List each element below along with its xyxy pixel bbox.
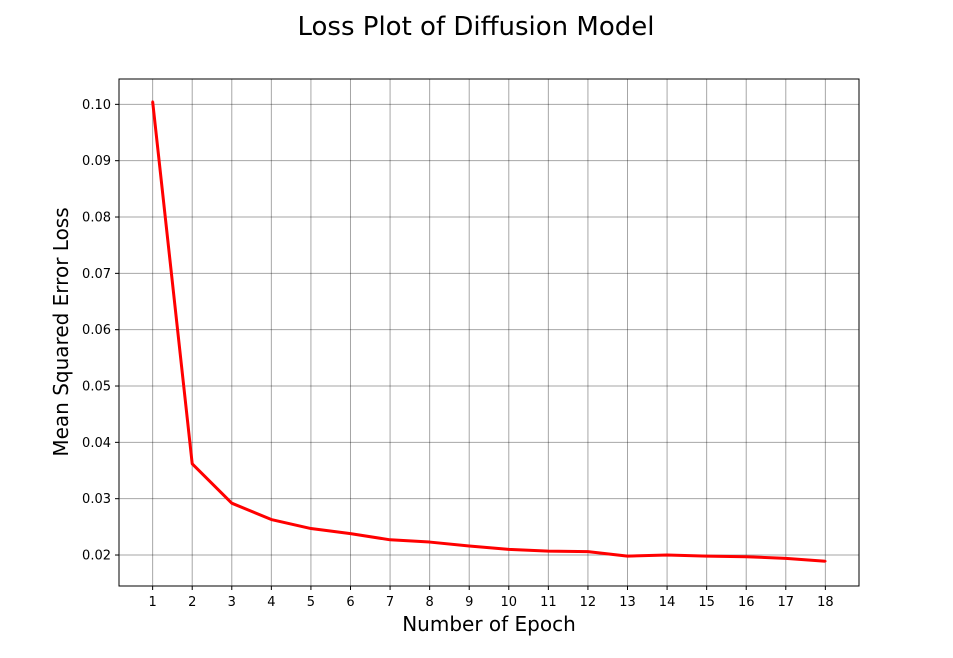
y-tick-label: 0.02 <box>82 549 111 564</box>
x-tick-label: 12 <box>580 595 597 610</box>
y-axis-ticks: 0.02 0.03 0.04 0.05 0.06 0.07 0.08 0.09 0.10 <box>82 98 119 564</box>
x-tick-label: 15 <box>698 595 715 610</box>
x-tick-label: 1 <box>148 595 156 610</box>
grid-lines <box>119 79 859 586</box>
series-layer <box>151 100 827 563</box>
x-tick-label: 7 <box>386 595 394 610</box>
x-axis-label: Number of Epoch <box>402 612 576 636</box>
x-tick-label: 13 <box>619 595 636 610</box>
loss-series-line <box>151 101 826 563</box>
loss-data-point <box>428 540 431 544</box>
x-tick-label: 11 <box>540 595 557 610</box>
loss-data-point <box>705 554 708 558</box>
x-tick-label: 14 <box>659 595 676 610</box>
loss-data-point <box>507 548 510 551</box>
y-tick-label: 0.03 <box>82 492 111 507</box>
loss-data-point <box>547 549 550 553</box>
x-tick-label: 18 <box>817 595 834 610</box>
y-axis-label: Mean Squared Error Loss <box>49 207 73 456</box>
x-tick-label: 10 <box>501 595 518 610</box>
loss-data-point <box>270 518 273 521</box>
loss-data-point <box>151 100 154 103</box>
loss-data-point <box>230 501 233 505</box>
y-tick-label: 0.07 <box>82 267 111 282</box>
x-axis-ticks: 1 2 3 4 5 6 7 8 9 10 11 12 13 14 15 16 17 18 <box>148 586 834 610</box>
loss-data-point <box>824 560 827 563</box>
x-tick-label: 6 <box>346 595 354 610</box>
loss-data-point <box>191 462 194 465</box>
y-tick-label: 0.04 <box>82 436 111 451</box>
loss-data-point <box>745 555 748 558</box>
x-tick-label: 2 <box>188 595 196 610</box>
y-tick-label: 0.09 <box>82 154 111 169</box>
x-tick-label: 9 <box>465 595 473 610</box>
y-tick-label: 0.06 <box>82 323 111 338</box>
x-tick-label: 17 <box>778 595 795 610</box>
y-tick-label: 0.10 <box>82 98 111 113</box>
x-tick-label: 16 <box>738 595 755 610</box>
x-tick-label: 3 <box>228 595 236 610</box>
loss-data-point <box>388 538 392 542</box>
y-tick-label: 0.05 <box>82 380 111 395</box>
loss-data-point <box>626 554 629 558</box>
loss-data-point <box>309 527 313 530</box>
loss-data-point <box>468 544 471 548</box>
loss-data-point <box>784 557 787 560</box>
plot-frame <box>118 78 860 587</box>
loss-data-point <box>586 550 590 553</box>
x-tick-label: 5 <box>307 595 315 610</box>
x-tick-label: 4 <box>267 595 275 610</box>
x-tick-label: 8 <box>426 595 434 610</box>
loss-data-point <box>665 553 669 557</box>
y-tick-label: 0.08 <box>82 211 111 226</box>
loss-data-point <box>349 532 352 535</box>
chart-title: Loss Plot of Diffusion Model <box>297 12 654 42</box>
